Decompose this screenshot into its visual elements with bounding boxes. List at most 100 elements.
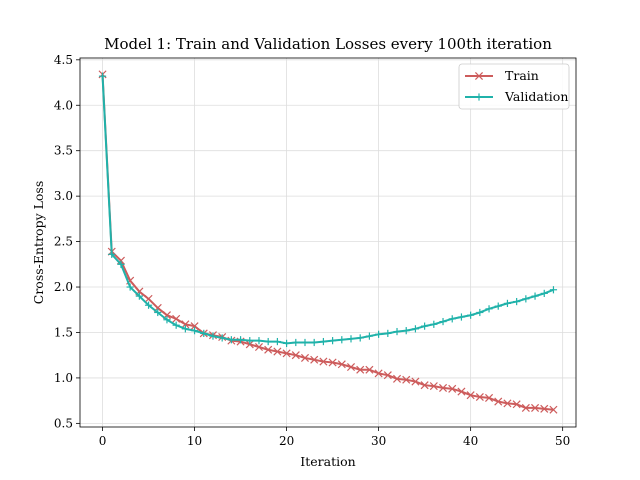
legend-marker-train [474, 71, 484, 81]
train-point-stroke [494, 397, 503, 406]
validation-point [172, 321, 180, 329]
train-point-stroke [190, 322, 199, 331]
train-point-stroke [549, 405, 558, 414]
validation-point [393, 327, 401, 336]
train-point-stroke [457, 387, 466, 396]
train-point [144, 294, 153, 303]
validation-point [154, 308, 162, 317]
y-tick-label: 4.5 [54, 53, 73, 67]
validation-point [292, 338, 300, 347]
train-point-stroke [254, 342, 264, 352]
validation-point [126, 283, 134, 291]
train-point-stroke [310, 355, 319, 364]
x-axis-label: Iteration [300, 454, 355, 469]
validation-point [163, 316, 171, 324]
validation-point [264, 337, 272, 346]
validation-point [190, 327, 199, 335]
validation-point [218, 334, 226, 342]
train-point [254, 342, 264, 352]
train-point [273, 347, 282, 356]
train-point [356, 365, 365, 374]
train-point-stroke [521, 403, 530, 412]
train-point-stroke [402, 375, 411, 384]
train-point-stroke [181, 320, 190, 329]
train-point-stroke [282, 349, 291, 358]
train-point-stroke [540, 404, 549, 413]
legend-marker-validation [475, 93, 483, 101]
x-tick-label: 50 [555, 434, 570, 448]
train-point [328, 358, 337, 367]
train-point [448, 384, 457, 393]
train-point-stroke [420, 381, 429, 390]
train-point [264, 345, 273, 354]
plot-frame [79, 57, 577, 428]
legend: Train Validation [458, 63, 570, 110]
validation-point [476, 308, 484, 317]
validation-point [273, 337, 281, 346]
legend-label-train: Train [505, 68, 539, 83]
y-tick-label: 0.5 [54, 416, 73, 430]
x-tick-label: 10 [187, 434, 202, 448]
train-point [383, 371, 392, 380]
ticks: 0 10 20 30 40 50 0.5 1.0 1.5 2.0 2.5 3.0 3.5 4.0 4.5 [54, 53, 570, 448]
train-point [291, 351, 300, 360]
train-point [485, 393, 494, 402]
train-point-stroke [245, 340, 254, 349]
train-point [439, 383, 448, 392]
train-point-stroke [328, 358, 337, 367]
train-point-stroke [429, 382, 438, 391]
train-point [282, 349, 291, 358]
train-point [466, 391, 475, 400]
y-tick-label: 1.0 [54, 371, 73, 385]
train-point [549, 405, 558, 414]
validation-point [98, 72, 107, 80]
validation-point [384, 329, 392, 337]
validation-point [200, 329, 208, 337]
train-point-stroke [448, 384, 457, 393]
train-point [374, 369, 383, 378]
train-point-stroke [264, 345, 273, 354]
train-point [365, 365, 374, 374]
validation-point [135, 292, 143, 300]
train-point [420, 381, 429, 390]
validation-point [448, 315, 456, 323]
validation-point [227, 336, 235, 344]
train-point [392, 374, 402, 383]
validation-point [282, 339, 291, 347]
validation-point [338, 336, 346, 344]
grid [80, 58, 576, 427]
legend-item-train: Train [465, 68, 539, 83]
train-point-stroke [144, 294, 153, 303]
train-point-stroke [300, 353, 310, 362]
validation-series [98, 72, 558, 347]
train-point-stroke [466, 391, 475, 400]
validation-point [439, 317, 447, 326]
series-layer [98, 70, 558, 414]
train-point-stroke [475, 392, 484, 402]
chart-title: Model 1: Train and Validation Losses eve… [104, 35, 552, 53]
validation-point [467, 311, 475, 319]
validation-point [181, 325, 189, 333]
y-tick-label: 1.5 [54, 325, 73, 339]
validation-point [144, 301, 153, 309]
train-point-stroke [346, 362, 356, 372]
validation-point [513, 297, 521, 306]
train-point-stroke [392, 374, 402, 383]
train-point [181, 320, 190, 329]
train-point [172, 314, 181, 323]
train-point [337, 360, 346, 369]
validation-point [236, 336, 245, 344]
train-point-stroke [383, 371, 392, 380]
validation-point [310, 338, 318, 347]
y-tick-label: 2.5 [54, 235, 73, 249]
x-tick-label: 0 [99, 434, 107, 448]
train-point [245, 340, 254, 349]
train-point [402, 375, 411, 384]
validation-point [430, 320, 438, 328]
train-point [457, 387, 466, 396]
validation-point [421, 322, 429, 330]
train-point-stroke [374, 369, 383, 378]
train-point-stroke [273, 347, 282, 356]
train-point [346, 362, 356, 372]
